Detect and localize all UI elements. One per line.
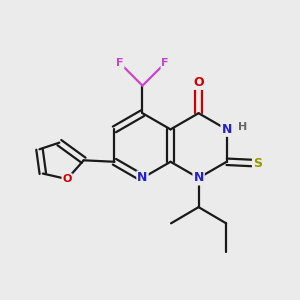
Text: O: O — [62, 174, 72, 184]
Text: N: N — [221, 123, 232, 136]
Text: O: O — [193, 76, 204, 89]
Text: H: H — [238, 122, 248, 132]
Text: S: S — [253, 157, 262, 170]
Text: N: N — [137, 172, 148, 184]
Text: F: F — [161, 58, 169, 68]
Text: N: N — [194, 172, 204, 184]
Text: F: F — [116, 58, 124, 68]
